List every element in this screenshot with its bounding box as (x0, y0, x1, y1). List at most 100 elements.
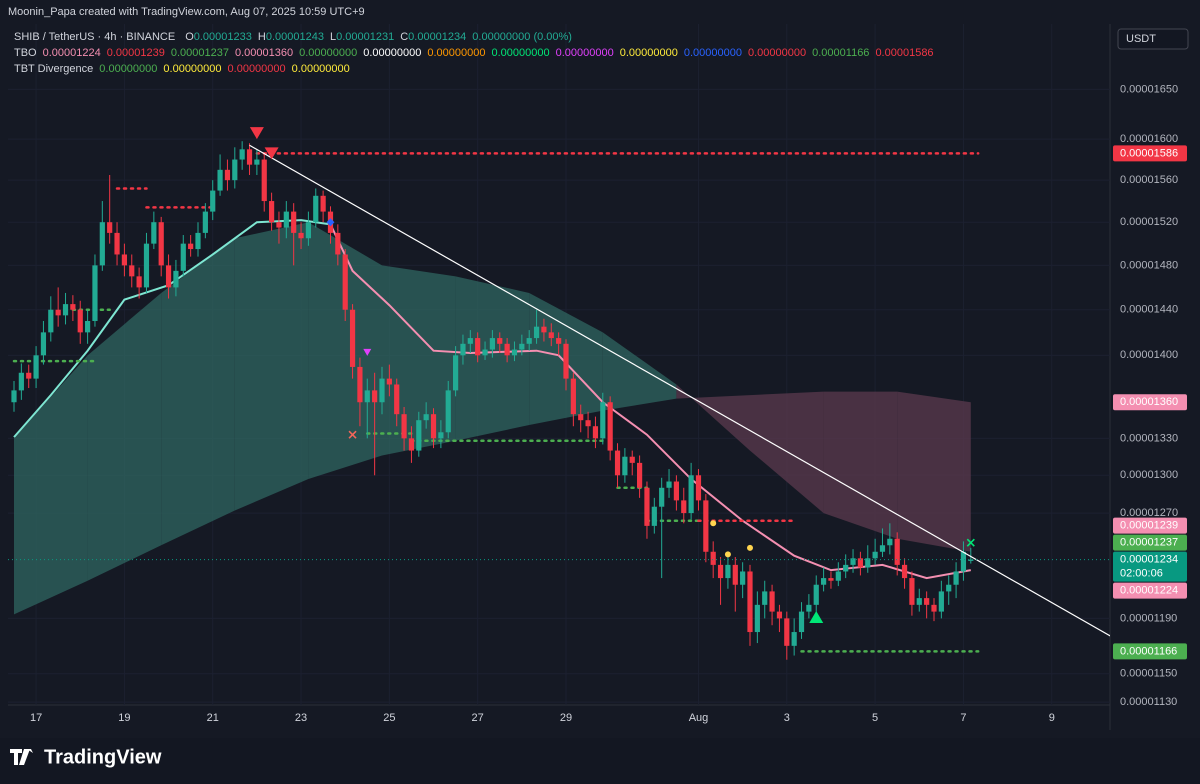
signal-tri-up (809, 611, 824, 624)
candle-body (386, 378, 392, 385)
candle-body (401, 414, 407, 439)
price-badge-label: 0.00001224 (1120, 585, 1178, 597)
candle-body (394, 384, 400, 415)
candle-body (592, 426, 599, 439)
candle-body (445, 390, 451, 433)
candle-body (423, 414, 429, 421)
candle-body (607, 402, 613, 451)
indicator-value: 0.00001237 (171, 47, 229, 59)
candle-body (740, 571, 746, 585)
candle-body (438, 432, 444, 439)
candle-body (946, 584, 952, 592)
candle-body (298, 232, 304, 239)
signal-diamond (326, 218, 335, 227)
candle-body (33, 355, 39, 379)
price-badge-label: 0.00001166 (1120, 645, 1177, 657)
candle-body (276, 222, 282, 228)
candle-body (364, 390, 370, 403)
candle-body (151, 222, 157, 244)
candle-body (335, 232, 341, 255)
candle-body (806, 604, 812, 612)
price-badge-countdown: 02:00:06 (1120, 568, 1163, 580)
signal-dot (747, 544, 753, 551)
candle-body (121, 254, 127, 266)
candle-body (614, 450, 621, 476)
y-tick-label: 0.00001400 (1120, 349, 1178, 361)
price-badge-label: 0.00001239 (1120, 520, 1178, 532)
ohlc-value: 0.00001243 (266, 31, 324, 43)
legend-row: SHIB / TetherUS · 4h · BINANCE O0.0000123… (14, 31, 572, 43)
candle-body (114, 232, 120, 255)
candle-body (526, 338, 532, 344)
signal-cross (966, 538, 975, 547)
candle-body (519, 343, 525, 350)
candle-body (55, 309, 61, 316)
ohlc-label: O (185, 31, 194, 43)
brand-name: TradingView (44, 746, 162, 768)
candle-body (460, 343, 466, 356)
x-tick-label: 7 (960, 712, 966, 724)
indicator-name: TBO (14, 47, 37, 59)
y-tick-label: 0.00001520 (1120, 216, 1178, 228)
candle-body (901, 564, 908, 579)
price-badge-label: 0.00001234 (1120, 554, 1178, 566)
y-tick-label: 0.00001300 (1120, 469, 1178, 481)
candle-body (40, 332, 47, 356)
signal-tri-down-small (363, 348, 372, 356)
candle-body (372, 390, 378, 403)
price-badge-label: 0.00001237 (1120, 537, 1178, 549)
plot-area (8, 24, 1110, 705)
ohlc-label: L (330, 31, 336, 43)
brand-logo: TradingView (10, 746, 162, 768)
candle-body (430, 414, 437, 439)
candle-body (754, 604, 760, 633)
ma-line (329, 223, 971, 580)
candle-body (651, 506, 657, 526)
candle-body (497, 338, 503, 344)
indicator-value: 0.00001360 (235, 47, 293, 59)
candle-body (475, 338, 481, 356)
candle-body (953, 571, 959, 585)
cloud-segment (382, 265, 456, 456)
x-tick-label: 19 (118, 712, 130, 724)
candle-body (570, 378, 576, 415)
candle-body (931, 604, 937, 612)
candle-body (489, 338, 495, 350)
cloud-segment (234, 222, 309, 511)
x-tick-label: 21 (207, 712, 219, 724)
cloud-segment (897, 391, 971, 552)
candle-body (872, 551, 878, 559)
candle-body (857, 558, 863, 568)
cloud-segment (14, 355, 88, 615)
candle-body (659, 487, 665, 507)
candle-body (938, 591, 944, 612)
price-badge (1113, 517, 1187, 534)
x-tick-label: 3 (784, 712, 790, 724)
candle-body (585, 420, 591, 427)
indicator-value: 0.00001166 (812, 47, 869, 59)
candle-body (533, 326, 540, 339)
indicator-value: 0.00000000 (299, 47, 357, 59)
credit: Moonin_Papa created with TradingView.com… (8, 6, 365, 18)
cloud-segment (308, 222, 382, 480)
candle-body (681, 500, 687, 514)
y-tick-label: 0.00001330 (1120, 432, 1178, 444)
candle-body (924, 598, 930, 605)
candle-body (909, 578, 915, 605)
candle-body (578, 414, 584, 421)
candle-body (129, 265, 135, 277)
cloud-segment (455, 276, 530, 441)
candle-body (673, 481, 679, 501)
candle-body (349, 309, 356, 367)
candle-body (195, 232, 201, 250)
candle-body (11, 390, 17, 403)
candle-body (291, 211, 297, 233)
price-badge (1113, 534, 1187, 551)
y-tick-label: 0.00001480 (1120, 259, 1178, 271)
candle-body (828, 578, 834, 581)
indicator-value: 0.00001586 (875, 47, 933, 59)
x-tick-label: 17 (30, 712, 42, 724)
candle-body (960, 551, 967, 572)
indicator-value: 0.00000000 (163, 63, 221, 75)
x-tick-label: 23 (295, 712, 307, 724)
